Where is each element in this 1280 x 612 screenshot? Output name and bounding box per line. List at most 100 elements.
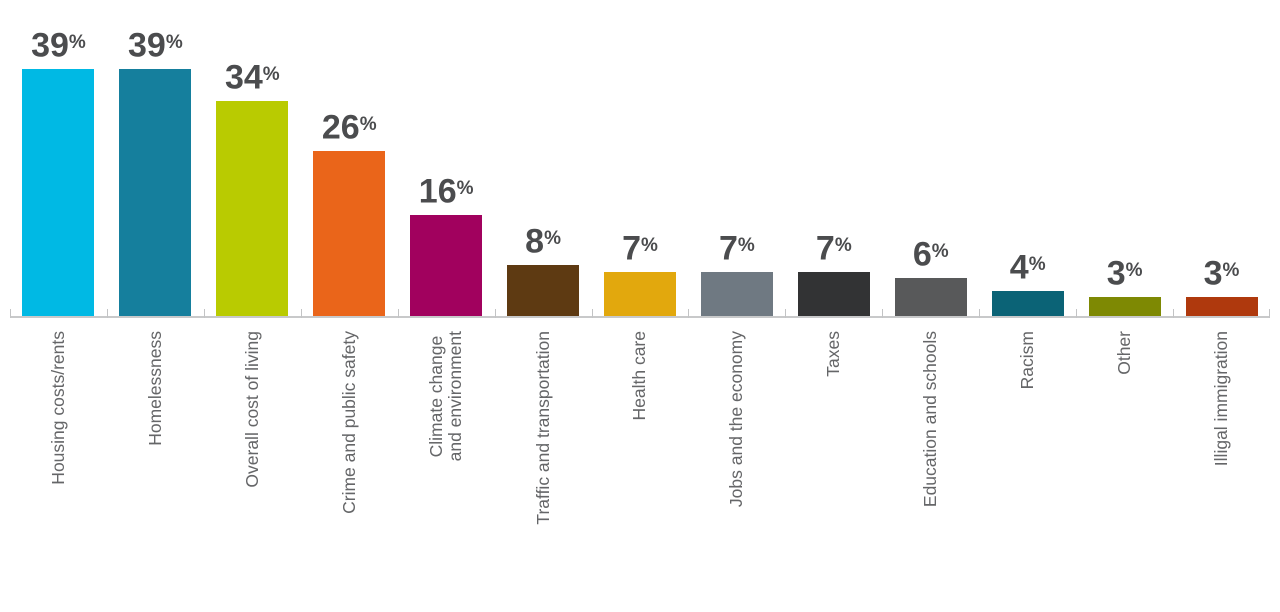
- category-cell: Racism: [979, 331, 1076, 610]
- category-label: Health care: [629, 331, 650, 421]
- category-label: Housing costs/rents: [47, 331, 68, 485]
- bar-column: 8%: [495, 0, 592, 316]
- axis-tick: [979, 309, 981, 318]
- bar-value-label: 7%: [622, 228, 658, 267]
- percent-sign: %: [737, 235, 755, 257]
- category-label: Crime and public safety: [338, 331, 359, 514]
- bar-column: 6%: [882, 0, 979, 316]
- bar: [313, 151, 386, 316]
- category-cell: Overall cost of living: [204, 331, 301, 610]
- bar-column: 34%: [204, 0, 301, 316]
- category-label: Racism: [1017, 331, 1038, 390]
- category-label: Illigal immigration: [1211, 331, 1232, 467]
- axis-tick: [882, 309, 884, 318]
- bar: [119, 69, 192, 316]
- axis-tick: [1269, 309, 1270, 318]
- bar: [700, 272, 773, 316]
- bar-value-number: 26: [321, 109, 360, 147]
- bar-column: 39%: [10, 0, 107, 316]
- category-label: Homelessness: [144, 331, 165, 446]
- bar-value-label: 3%: [1204, 253, 1240, 292]
- bar-value-label: 16%: [419, 171, 474, 210]
- percent-sign: %: [544, 228, 561, 250]
- axis-tick: [203, 309, 205, 318]
- bar-column: 3%: [1076, 0, 1173, 316]
- percent-sign: %: [1028, 254, 1046, 276]
- bar-column: 7%: [785, 0, 882, 316]
- bar-column: 26%: [301, 0, 398, 316]
- bar-value-number: 7: [622, 230, 641, 268]
- category-cell: Housing costs/rents: [10, 331, 107, 610]
- bar: [797, 272, 870, 316]
- bar-column: 4%: [979, 0, 1076, 316]
- bar-value-number: 8: [525, 223, 545, 261]
- bar-value-label: 26%: [322, 107, 377, 146]
- bar-value-label: 39%: [128, 25, 183, 64]
- bar-column: 39%: [107, 0, 204, 316]
- percent-sign: %: [834, 235, 852, 257]
- category-cell: Other: [1076, 331, 1173, 610]
- bar: [216, 101, 289, 316]
- bar-value-number: 7: [815, 230, 835, 268]
- percent-sign: %: [68, 32, 86, 54]
- bar-value-number: 4: [1009, 249, 1029, 287]
- percent-sign: %: [456, 178, 474, 200]
- category-cell: Climate change and environment: [398, 331, 495, 610]
- bar: [894, 278, 967, 316]
- axis-tick: [1076, 309, 1078, 318]
- axis-tick: [494, 309, 496, 318]
- percent-sign: %: [262, 64, 280, 86]
- bar: [507, 265, 580, 316]
- axis-tick: [106, 309, 108, 318]
- bar: [22, 69, 95, 316]
- bar-value-number: 3: [1106, 255, 1126, 293]
- plot-area: 39% 39% 34% 26% 16% 8% 7% 7% 7% 6% 4% 3% 3%: [10, 0, 1270, 318]
- category-label: Traffic and transportation: [532, 331, 553, 525]
- percent-sign: %: [359, 114, 377, 136]
- bar-value-label: 34%: [225, 57, 280, 96]
- axis-tick: [688, 309, 690, 318]
- bar-value-number: 34: [224, 59, 263, 97]
- bar-column: 7%: [688, 0, 785, 316]
- axis-tick: [785, 309, 787, 318]
- category-label: Other: [1114, 331, 1135, 375]
- category-label: Taxes: [823, 331, 844, 377]
- bar-value-label: 8%: [525, 221, 561, 260]
- percent-sign: %: [641, 235, 658, 257]
- category-cell: Homelessness: [107, 331, 204, 610]
- bar-value-number: 7: [719, 230, 738, 268]
- bar-value-number: 6: [912, 236, 932, 274]
- category-cell: Taxes: [785, 331, 882, 610]
- bar: [1185, 297, 1258, 316]
- bar-value-number: 39: [31, 27, 69, 65]
- category-label: Climate change and environment: [426, 331, 466, 462]
- axis-tick: [10, 309, 11, 318]
- percent-sign: %: [165, 32, 183, 54]
- bar-value-label: 4%: [1010, 247, 1046, 286]
- bar-column: 16%: [398, 0, 495, 316]
- bar-value-label: 6%: [913, 234, 949, 273]
- bar-value-label: 7%: [719, 228, 755, 267]
- category-cell: Illigal immigration: [1173, 331, 1270, 610]
- bar-value-number: 3: [1203, 255, 1223, 293]
- category-cell: Crime and public safety: [301, 331, 398, 610]
- bar-column: 7%: [592, 0, 689, 316]
- percent-sign: %: [931, 241, 949, 263]
- category-cell: Traffic and transportation: [495, 331, 592, 610]
- category-cell: Health care: [592, 331, 689, 610]
- bar: [410, 215, 483, 316]
- category-cell: Education and schools: [882, 331, 979, 610]
- axis-tick: [1173, 309, 1175, 318]
- bar-value-label: 39%: [31, 25, 86, 64]
- category-label: Education and schools: [920, 331, 941, 508]
- category-label: Jobs and the economy: [726, 331, 747, 508]
- percent-sign: %: [1125, 260, 1143, 282]
- percent-sign: %: [1222, 260, 1240, 282]
- bar: [603, 272, 676, 316]
- bar-value-number: 16: [418, 173, 457, 211]
- bar-value-number: 39: [128, 27, 166, 65]
- category-cell: Jobs and the economy: [688, 331, 785, 610]
- bar: [991, 291, 1064, 316]
- axis-tick: [591, 309, 593, 318]
- bar: [1088, 297, 1161, 316]
